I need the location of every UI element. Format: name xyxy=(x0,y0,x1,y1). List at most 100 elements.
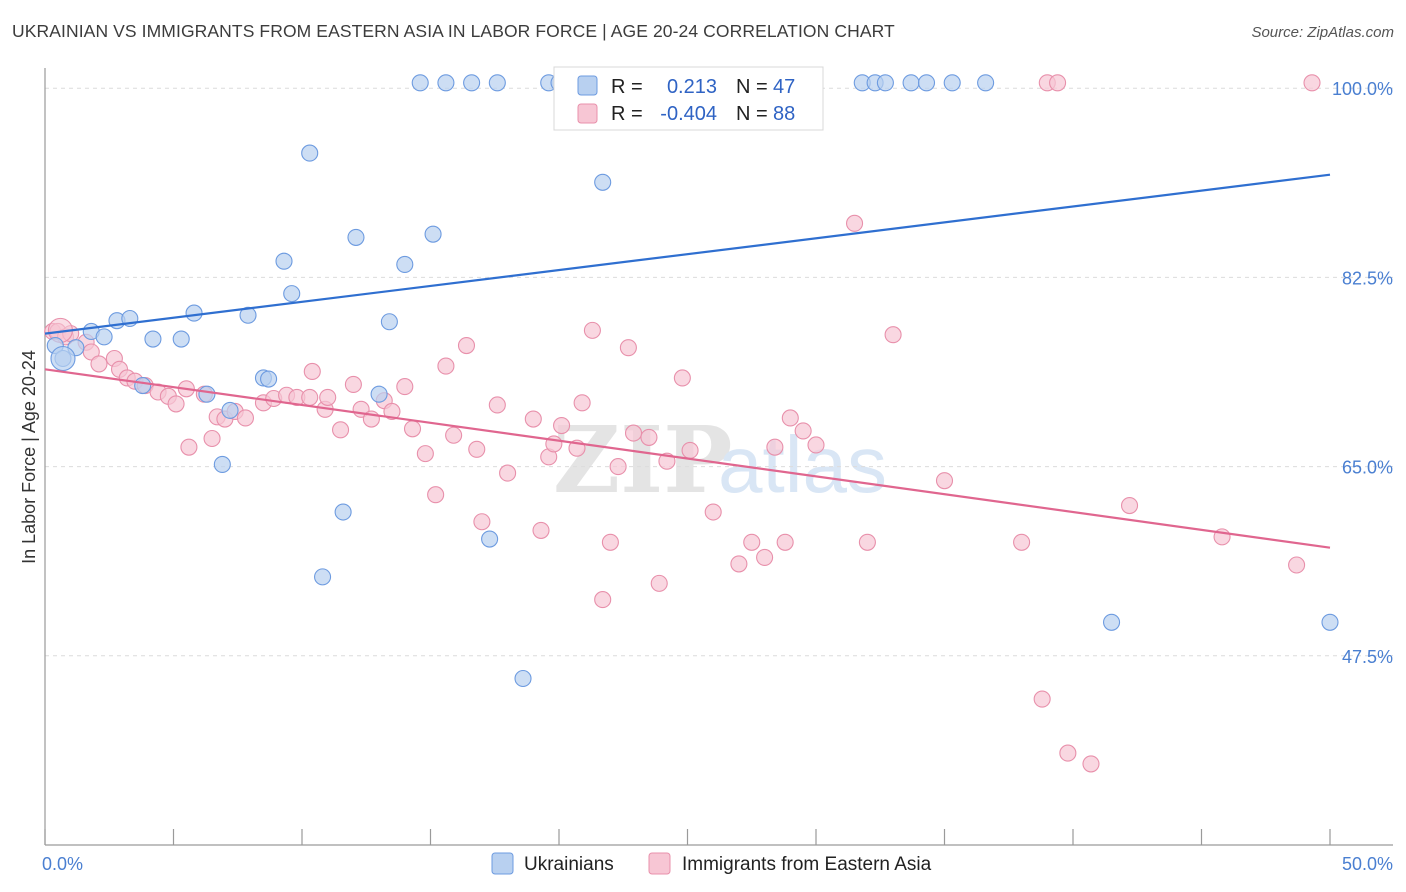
ukrainians-point-14 xyxy=(239,306,257,324)
ukrainians-point-large xyxy=(50,345,76,372)
immigrants-point-69 xyxy=(756,548,774,566)
chart-title: UKRAINIAN VS IMMIGRANTS FROM EASTERN ASI… xyxy=(12,21,895,41)
immigrants-point-32 xyxy=(344,375,362,393)
immigrants-point-60 xyxy=(624,424,643,442)
immigrants-point-65 xyxy=(681,441,699,459)
immigrants-point-52 xyxy=(553,416,571,435)
ukrainians-point-27 xyxy=(424,225,442,243)
axes xyxy=(44,68,1393,846)
legend-swatch-ukrainians xyxy=(491,852,514,875)
trend-lines xyxy=(44,173,1331,549)
legend-r-value-1: 0.213 xyxy=(667,76,717,98)
y-tick-label-0: 47.5% xyxy=(1342,647,1393,667)
ukrainians-point-43 xyxy=(943,74,961,92)
immigrants-point-83 xyxy=(1059,744,1077,762)
ukrainians-point-22 xyxy=(347,228,365,246)
immigrants-point-5 xyxy=(82,343,100,361)
immigrants-point-48 xyxy=(524,410,542,428)
legend-r-label-1: R = xyxy=(611,76,643,98)
immigrants-point-84 xyxy=(1082,755,1100,773)
watermark: ZIP atlas xyxy=(553,406,887,514)
ukrainians-point-28 xyxy=(437,74,455,92)
trend-line-ukrainians xyxy=(44,173,1331,335)
immigrants-point-16 xyxy=(180,438,198,456)
immigrants-point-73 xyxy=(794,422,812,440)
immigrants-point-36 xyxy=(383,402,401,421)
immigrants-point-57 xyxy=(601,533,619,551)
immigrants-point-14 xyxy=(167,395,185,413)
ukrainians-point-31 xyxy=(488,74,506,92)
immigrants-point-38 xyxy=(403,420,422,438)
series-ukrainians xyxy=(46,74,1339,688)
y-tick-label-2: 82.5% xyxy=(1342,268,1393,288)
correlation-legend: R = 0.213 N = 47 R = -0.404 N = 88 xyxy=(553,66,824,131)
immigrants-point-30 xyxy=(319,388,337,406)
ukrainians-point-24 xyxy=(380,313,398,331)
legend-label-ukrainians: Ukrainians xyxy=(524,854,614,875)
ukrainians-point-26 xyxy=(411,74,429,92)
series-immigrants-from-eastern-asia xyxy=(44,74,1321,773)
legend-swatch-blue xyxy=(577,75,598,96)
ukrainians-point-41 xyxy=(902,74,920,92)
legend-n-value-1: 47 xyxy=(773,76,795,98)
immigrants-point-88 xyxy=(1303,74,1321,92)
ukrainians-point-42 xyxy=(917,74,936,92)
immigrants-point-46 xyxy=(488,396,506,414)
legend-r-label-2: R = xyxy=(611,103,643,125)
immigrants-point-42 xyxy=(445,426,463,444)
ukrainians-point-17 xyxy=(275,252,293,270)
immigrants-point-59 xyxy=(619,339,637,357)
immigrants-point-70 xyxy=(766,438,784,456)
immigrants-point-37 xyxy=(396,378,414,396)
legend-swatch-pink xyxy=(577,103,598,124)
series-legend: Ukrainians Immigrants from Eastern Asia xyxy=(491,852,932,875)
trend-line-immigrants xyxy=(44,368,1331,549)
immigrants-point-82 xyxy=(1049,74,1067,92)
ukrainians-point-12 xyxy=(213,455,231,473)
immigrants-point-31 xyxy=(331,421,350,439)
ukrainians-point-45 xyxy=(1103,613,1121,631)
immigrants-point-55 xyxy=(583,321,601,339)
ukrainians-point-4 xyxy=(95,328,113,346)
ukrainians-point-18 xyxy=(283,285,301,303)
immigrants-point-54 xyxy=(573,394,591,412)
ukrainians-point-25 xyxy=(396,255,414,273)
ukrainians-point-8 xyxy=(144,330,162,348)
y-tick-labels: 47.5% 65.0% 82.5% 100.0% xyxy=(1332,79,1393,667)
immigrants-point-67 xyxy=(730,555,748,573)
immigrants-point-40 xyxy=(427,486,445,504)
immigrants-point-64 xyxy=(673,369,691,387)
immigrants-point-47 xyxy=(499,464,517,482)
legend-swatch-immigrants xyxy=(648,852,671,875)
immigrants-point-49 xyxy=(532,521,550,539)
immigrants-point-66 xyxy=(704,503,722,521)
x-tick-label-0: 0.0% xyxy=(42,854,83,874)
immigrants-point-61 xyxy=(640,428,658,446)
ukrainians-point-16 xyxy=(260,370,278,388)
x-tick-labels: 0.0% 50.0% xyxy=(42,854,1393,874)
ukrainians-point-19 xyxy=(301,144,319,162)
ukrainians-point-32 xyxy=(514,669,532,688)
ukrainians-point-30 xyxy=(481,530,499,548)
immigrants-point-44 xyxy=(468,440,486,458)
immigrants-point-78 xyxy=(935,472,954,490)
x-tick-label-1: 50.0% xyxy=(1342,854,1393,874)
immigrants-point-77 xyxy=(884,326,902,344)
legend-n-value-2: 88 xyxy=(773,103,795,125)
immigrants-point-75 xyxy=(845,214,864,232)
immigrants-point-87 xyxy=(1288,556,1306,574)
immigrants-point-68 xyxy=(743,533,761,551)
immigrants-point-45 xyxy=(473,513,491,531)
legend-r-value-2: -0.404 xyxy=(660,103,717,125)
immigrants-point-27 xyxy=(301,388,319,406)
y-tick-label-3: 100.0% xyxy=(1332,79,1393,99)
ukrainians-point-44 xyxy=(977,74,995,92)
ukrainians-point-13 xyxy=(221,401,239,419)
legend-box xyxy=(553,66,824,131)
immigrants-point-76 xyxy=(858,533,876,551)
immigrants-point-18 xyxy=(203,429,221,448)
immigrants-point-28 xyxy=(303,362,321,381)
legend-n-label-1: N = xyxy=(736,76,768,98)
immigrants-point-56 xyxy=(594,591,612,609)
